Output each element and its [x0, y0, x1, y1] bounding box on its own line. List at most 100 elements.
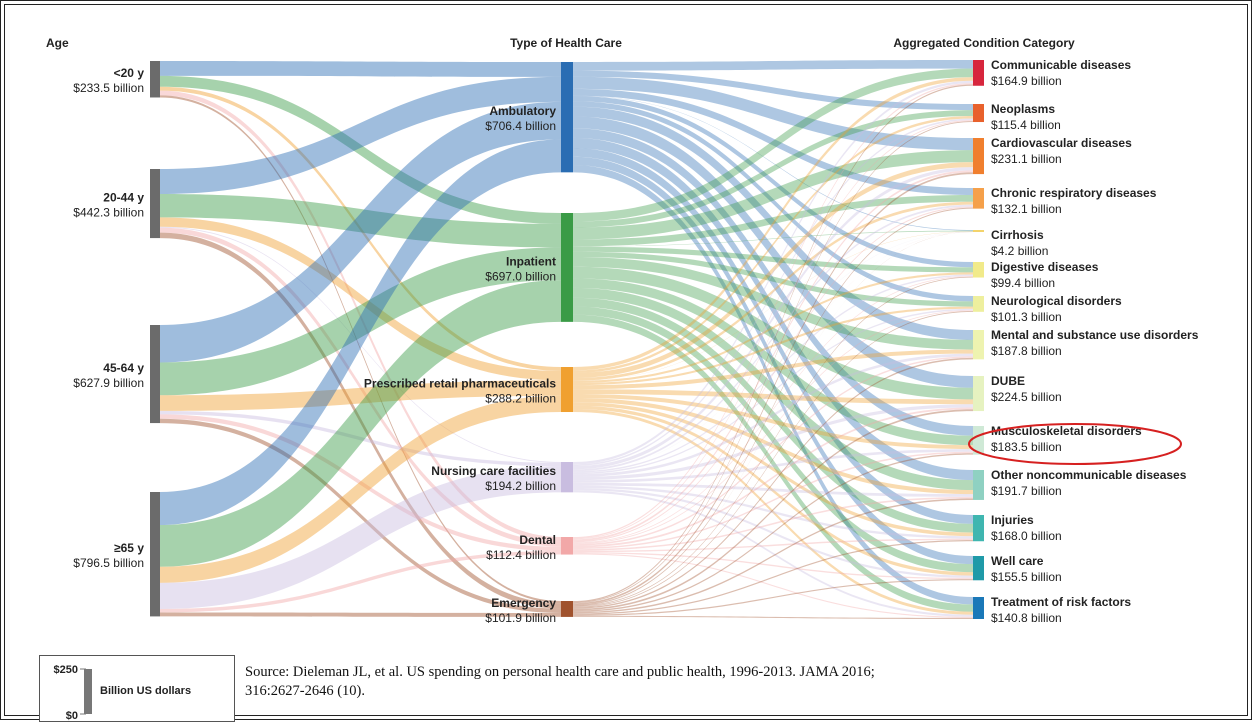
flow-20-44-y-to-inpatient — [160, 193, 561, 248]
flow-nursing-care-facilities-to-injuries — [573, 485, 973, 539]
care-value-label: $112.4 billion — [486, 548, 556, 562]
condition-label: Other noncommunicable diseases — [991, 468, 1187, 482]
condition-label: Neoplasms — [991, 102, 1055, 116]
flow-emergency-to-musculoskeletal-disorders — [573, 453, 973, 612]
age-value-label: $442.3 billion — [73, 206, 144, 220]
condition-node-dube — [973, 376, 984, 412]
flow-nursing-care-facilities-to-cardiovascular-diseases — [573, 167, 973, 470]
flow-emergency-to-chronic-respiratory-diseases — [573, 207, 973, 606]
flow-emergency-to-mental-and-substance-use-disorders — [573, 357, 973, 609]
flow-emergency-to-treatment-of-risk-factors — [573, 615, 973, 619]
condition-label: Neurological disorders — [991, 294, 1122, 308]
care-node-nursing-care-facilities — [561, 462, 573, 493]
flow-inpatient-to-neurological-disorders — [573, 251, 973, 307]
flow-ambulatory-to-chronic-respiratory-diseases — [573, 88, 973, 195]
flow-ambulatory-to-digestive-diseases — [573, 96, 973, 268]
condition-value-label: $191.7 billion — [991, 484, 1062, 498]
age-node-45-64-y — [150, 325, 160, 424]
age-node-20-44-y — [150, 169, 160, 239]
flow-20-y-to-dental — [160, 90, 561, 542]
condition-node-digestive-diseases — [973, 262, 984, 278]
flow-emergency-to-cirrhosis — [573, 231, 973, 606]
flow-45-64-y-to-ambulatory — [160, 101, 561, 363]
flow-inpatient-to-communicable-diseases — [573, 68, 973, 222]
age-value-label: $627.9 billion — [73, 376, 144, 390]
flow-dental-to-dube — [573, 407, 973, 548]
condition-label: Chronic respiratory diseases — [991, 186, 1157, 200]
flow-65-y-to-emergency — [160, 612, 561, 617]
sankey-diagram: <20 y$233.5 billion 20-44 y$442.3 billion… — [46, 36, 1199, 625]
flow-dental-to-chronic-respiratory-diseases — [573, 206, 973, 543]
care-node-ambulatory — [561, 62, 573, 173]
flow-nursing-care-facilities-to-digestive-diseases — [573, 274, 973, 473]
condition-value-label: $140.8 billion — [991, 611, 1062, 625]
flow-nursing-care-facilities-to-other-noncommunicable-diseases — [573, 482, 973, 497]
header-care-type: Type of Health Care — [510, 36, 622, 50]
age-to-care-flows — [160, 61, 561, 617]
inner-frame — [4, 4, 1248, 716]
flow-dental-to-well-care — [573, 552, 973, 580]
flow-45-64-y-to-emergency — [160, 418, 561, 613]
flow-prescribed-retail-pharmaceuticals-to-treatment-of-risk-factors — [573, 408, 973, 615]
condition-node-well-care — [973, 556, 984, 581]
flow-prescribed-retail-pharmaceuticals-to-cirrhosis — [573, 231, 973, 381]
flow-dental-to-cirrhosis — [573, 231, 973, 543]
flow-inpatient-to-musculoskeletal-disorders — [573, 278, 973, 446]
flow-20-44-y-to-prescribed-retail-pharmaceuticals — [160, 217, 561, 381]
age-label: 45-64 y — [103, 361, 144, 375]
flow-dental-to-mental-and-substance-use-disorders — [573, 356, 973, 546]
flow-dental-to-cardiovascular-diseases — [573, 170, 973, 542]
flow-nursing-care-facilities-to-chronic-respiratory-diseases — [573, 204, 973, 472]
age-node-20-y — [150, 61, 160, 98]
condition-label: Musculoskeletal disorders — [991, 424, 1142, 438]
condition-node-injuries — [973, 515, 984, 542]
source-line-1: Source: Dieleman JL, et al. US spending … — [245, 664, 875, 680]
flow-20-y-to-inpatient — [160, 75, 561, 224]
flow-emergency-to-injuries — [573, 539, 973, 615]
flow-ambulatory-to-communicable-diseases — [573, 60, 973, 71]
scale-unit-label: Billion US dollars — [100, 685, 191, 697]
flow-dental-to-digestive-diseases — [573, 275, 973, 544]
flow-ambulatory-to-cardiovascular-diseases — [573, 76, 973, 151]
flow-65-y-to-prescribed-retail-pharmaceuticals — [160, 395, 561, 583]
condition-node-communicable-diseases — [973, 60, 984, 86]
flow-65-y-to-inpatient — [160, 280, 561, 567]
source-line-2: 316:2627-2646 (10). — [245, 683, 366, 699]
care-label: Inpatient — [506, 254, 556, 268]
care-node-prescribed-retail-pharmaceuticals — [561, 367, 573, 413]
care-label: Nursing care facilities — [431, 464, 556, 478]
flow-emergency-to-digestive-diseases — [573, 276, 973, 607]
age-label: 20-44 y — [103, 191, 144, 205]
flow-ambulatory-to-dube — [573, 116, 973, 388]
condition-value-label: $168.0 billion — [991, 529, 1062, 543]
flow-inpatient-to-digestive-diseases — [573, 246, 973, 273]
condition-value-label: $164.9 billion — [991, 74, 1062, 88]
flow-inpatient-to-cardiovascular-diseases — [573, 150, 973, 240]
condition-label: Communicable diseases — [991, 58, 1131, 72]
flow-prescribed-retail-pharmaceuticals-to-dube — [573, 389, 973, 405]
care-value-label: $288.2 billion — [485, 392, 556, 406]
flow-prescribed-retail-pharmaceuticals-to-injuries — [573, 402, 973, 537]
flow-nursing-care-facilities-to-mental-and-substance-use-disorders — [573, 353, 973, 477]
sankey-labels: <20 y$233.5 billion 20-44 y$442.3 billion… — [73, 58, 1198, 625]
flow-prescribed-retail-pharmaceuticals-to-neurological-disorders — [573, 306, 973, 386]
care-value-label: $697.0 billion — [485, 269, 556, 283]
flow-dental-to-neurological-disorders — [573, 310, 973, 545]
flow-dental-to-other-noncommunicable-diseases — [573, 496, 973, 551]
condition-label: Cirrhosis — [991, 228, 1044, 242]
flow-nursing-care-facilities-to-cirrhosis — [573, 231, 973, 472]
scale-bottom-label: $0 — [66, 710, 78, 722]
flow-emergency-to-neurological-disorders — [573, 311, 973, 608]
condition-value-label: $231.1 billion — [991, 152, 1062, 166]
condition-value-label: $155.5 billion — [991, 570, 1062, 584]
care-label: Emergency — [491, 596, 556, 610]
flow-inpatient-to-treatment-of-risk-factors — [573, 314, 973, 612]
care-label: Dental — [519, 533, 556, 547]
flow-20-44-y-to-nursing-care-facilities — [160, 226, 561, 463]
care-value-label: $706.4 billion — [485, 119, 556, 133]
care-node-dental — [561, 537, 573, 555]
age-node-65-y — [150, 492, 160, 617]
flow-dental-to-treatment-of-risk-factors — [573, 553, 973, 618]
flow-dental-to-neoplasms — [573, 120, 973, 540]
condition-label: Mental and substance use disorders — [991, 328, 1199, 342]
